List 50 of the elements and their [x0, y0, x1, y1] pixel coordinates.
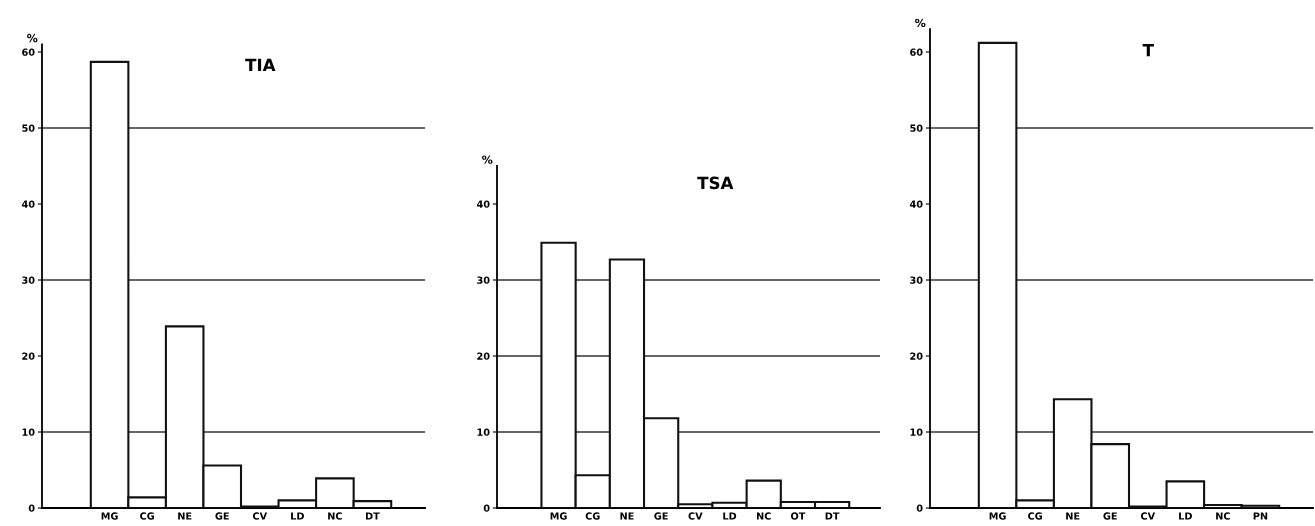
y-tick-label: 0 — [483, 504, 490, 512]
y-axis-title: % — [915, 18, 926, 28]
x-tick-label: CV — [252, 512, 268, 520]
y-tick-label: 20 — [22, 352, 35, 360]
text: TIA — [245, 58, 276, 71]
y-axis-title: % — [482, 155, 493, 164]
y-tick-label: 50 — [910, 124, 923, 132]
y-tick-label: 40 — [21, 200, 35, 208]
x-tick-label: NC — [328, 512, 342, 520]
text: TSA — [697, 176, 734, 190]
x-tick-label: CV — [688, 512, 703, 520]
y-tick-label: 60 — [910, 48, 923, 56]
x-tick-label: LD — [1179, 512, 1192, 520]
x-tick-label: OT — [790, 512, 806, 520]
x-tick-label: MG — [989, 512, 1006, 520]
y-tick-label: 30 — [22, 276, 35, 284]
x-tick-label: MG — [550, 512, 567, 520]
y-tick-label: 10 — [22, 428, 35, 436]
x-tick-label: MG — [101, 512, 118, 520]
y-tick-label: 10 — [910, 428, 923, 436]
y-tick-label: 20 — [477, 352, 490, 360]
y-tick-label: 30 — [910, 276, 923, 284]
x-tick-label: CV — [1140, 512, 1156, 520]
y-tick-label: 50 — [22, 124, 35, 132]
x-tick-label: NE — [178, 512, 192, 520]
x-tick-label: NC — [1216, 512, 1230, 520]
x-tick-label: NE — [620, 512, 634, 520]
x-tick-label: CG — [140, 512, 154, 520]
y-tick-label: 60 — [22, 48, 35, 56]
y-tick-label: 20 — [910, 352, 923, 360]
x-tick-label: DT — [365, 512, 380, 520]
x-tick-label: DT — [825, 512, 840, 520]
x-tick-label: NC — [756, 512, 771, 520]
y-tick-label: 10 — [477, 428, 490, 436]
y-tick-label: 30 — [477, 276, 490, 284]
x-tick-label: CG — [1028, 512, 1042, 520]
x-tick-label: GE — [215, 512, 229, 520]
y-tick-label: 0 — [916, 504, 923, 512]
x-tick-label: LD — [723, 512, 737, 520]
y-tick-label: 40 — [909, 200, 923, 208]
x-tick-label: GE — [1103, 512, 1117, 520]
x-tick-label: LD — [291, 512, 304, 520]
x-tick-label: NE — [1066, 512, 1080, 520]
x-tick-label: GE — [654, 512, 668, 520]
x-tick-label: PN — [1253, 512, 1268, 520]
text: T — [1142, 44, 1154, 57]
x-tick-label: CG — [585, 512, 600, 520]
y-tick-label: 0 — [28, 504, 35, 512]
y-tick-label: 40 — [476, 200, 490, 208]
y-axis-title: % — [27, 33, 38, 43]
